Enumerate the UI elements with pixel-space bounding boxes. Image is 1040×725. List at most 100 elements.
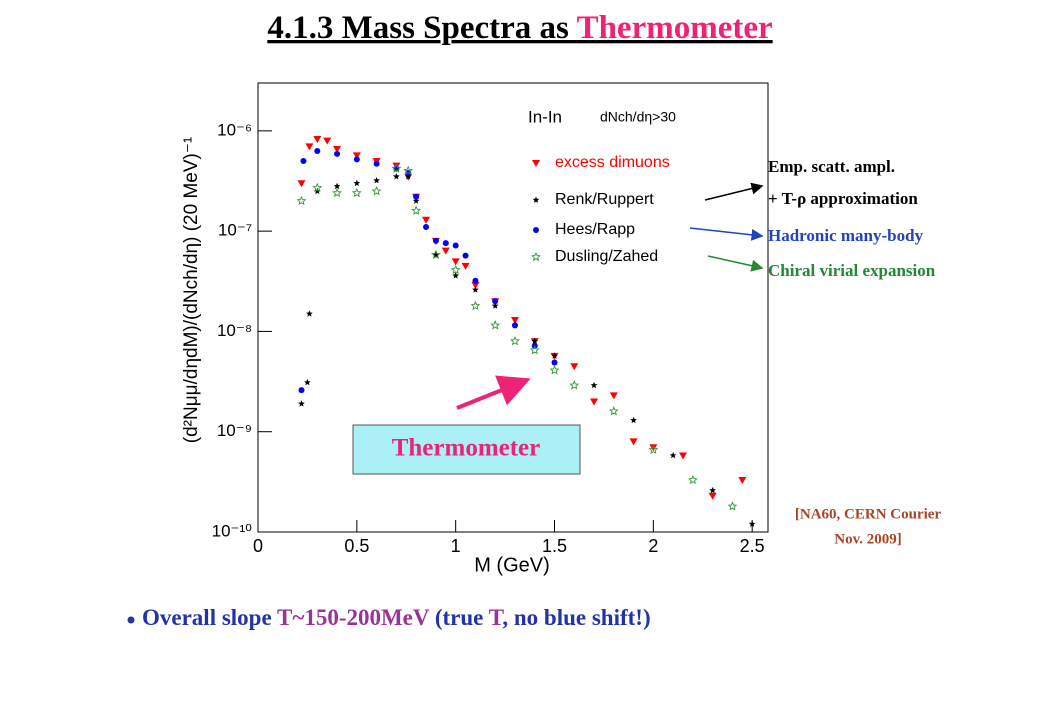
arrow [707, 255, 764, 272]
data-point [551, 352, 558, 359]
legend-marker [532, 160, 540, 167]
annotation: Emp. scatt. ampl. [768, 157, 895, 176]
data-point [314, 147, 321, 154]
annotation: Hadronic many-body [768, 226, 924, 245]
x-tick-label: 1.5 [542, 536, 567, 556]
legend-label: Renk/Ruppert [555, 191, 654, 208]
data-point [403, 165, 414, 175]
data-point [450, 264, 461, 275]
pointer-arrow [456, 375, 531, 410]
data-point [373, 177, 380, 184]
data-point [462, 252, 469, 259]
data-point [471, 282, 480, 290]
legend-marker [532, 196, 540, 203]
bullet-dot [127, 616, 135, 624]
x-axis-label: M (GeV) [474, 554, 550, 576]
data-point [422, 216, 431, 224]
data-point [727, 501, 738, 511]
legend-label: excess dimuons [555, 154, 670, 171]
citation: [NA60, CERN Courier [795, 506, 942, 522]
bullet-part: (true [429, 605, 489, 630]
data-point [393, 173, 400, 180]
title-highlight: Thermometer [577, 10, 773, 46]
data-point [313, 135, 322, 143]
data-point [332, 187, 343, 198]
x-tick-label: 0.5 [344, 536, 369, 556]
x-tick-label: 2 [648, 536, 658, 556]
arrow [689, 227, 764, 241]
data-point [296, 195, 307, 206]
thermometer-label: Thermometer [392, 435, 541, 462]
data-point [352, 152, 361, 160]
data-point [511, 322, 518, 329]
plot-frame [257, 82, 769, 533]
data-point [492, 298, 499, 305]
bullet-part: , no blue shift!) [502, 605, 650, 630]
annotation: Chiral virial expansion [768, 261, 936, 280]
data-point [609, 392, 618, 400]
y-tick-label: 10⁻⁷ [218, 221, 252, 240]
title-prefix: 4.1.3 Mass Spectra as [267, 10, 576, 46]
citation: Nov. 2009] [834, 531, 902, 547]
data-point [472, 286, 479, 293]
data-point [709, 486, 716, 494]
data-point [738, 476, 747, 484]
data-point [630, 416, 637, 424]
data-point [411, 205, 421, 215]
data-point [305, 143, 314, 151]
data-point [472, 277, 479, 284]
data-point [529, 345, 540, 355]
data-point [314, 187, 321, 195]
y-tick-label: 10⁻¹⁰ [212, 521, 253, 540]
bullet-part: T~150-200MeV [277, 605, 430, 630]
data-point [391, 163, 402, 173]
data-point [648, 444, 659, 454]
data-point [491, 302, 499, 309]
legend-marker [533, 227, 539, 233]
data-point [551, 359, 558, 366]
y-tick-label: 10⁻⁶ [217, 120, 252, 139]
data-point [371, 186, 382, 196]
data-point [531, 337, 539, 344]
y-tick-label: 10⁻⁹ [217, 421, 252, 440]
data-point [353, 179, 361, 187]
data-point [470, 300, 481, 311]
data-point [304, 378, 311, 386]
data-point [461, 262, 470, 270]
data-point [312, 182, 323, 193]
legend-marker [531, 251, 541, 262]
data-point [629, 438, 638, 446]
data-point [298, 387, 305, 394]
legend-label: Dusling/Zahed [555, 248, 658, 265]
bullet-part: T [489, 605, 504, 630]
data-point [590, 381, 598, 389]
data-point [679, 452, 687, 460]
data-point [297, 180, 306, 188]
legend-header: In-In [528, 107, 562, 126]
data-point [306, 310, 313, 317]
data-point [608, 405, 619, 416]
data-point [510, 316, 519, 324]
data-point [510, 335, 520, 346]
data-point [549, 365, 560, 375]
y-tick-label: 10⁻⁸ [217, 321, 252, 340]
data-point [300, 158, 307, 165]
data-point [570, 363, 579, 371]
data-point [334, 150, 341, 157]
data-point [451, 258, 460, 266]
data-point [452, 272, 459, 279]
data-point [351, 187, 362, 198]
data-point [490, 320, 501, 330]
legend-label: Hees/Rapp [555, 221, 635, 238]
data-point [649, 444, 658, 452]
x-tick-label: 1 [451, 536, 461, 556]
data-point [412, 197, 420, 204]
data-point [323, 137, 332, 145]
data-point [708, 492, 717, 500]
data-point [441, 247, 450, 255]
data-point [669, 451, 677, 459]
data-point [569, 380, 580, 390]
arrow [704, 182, 764, 201]
